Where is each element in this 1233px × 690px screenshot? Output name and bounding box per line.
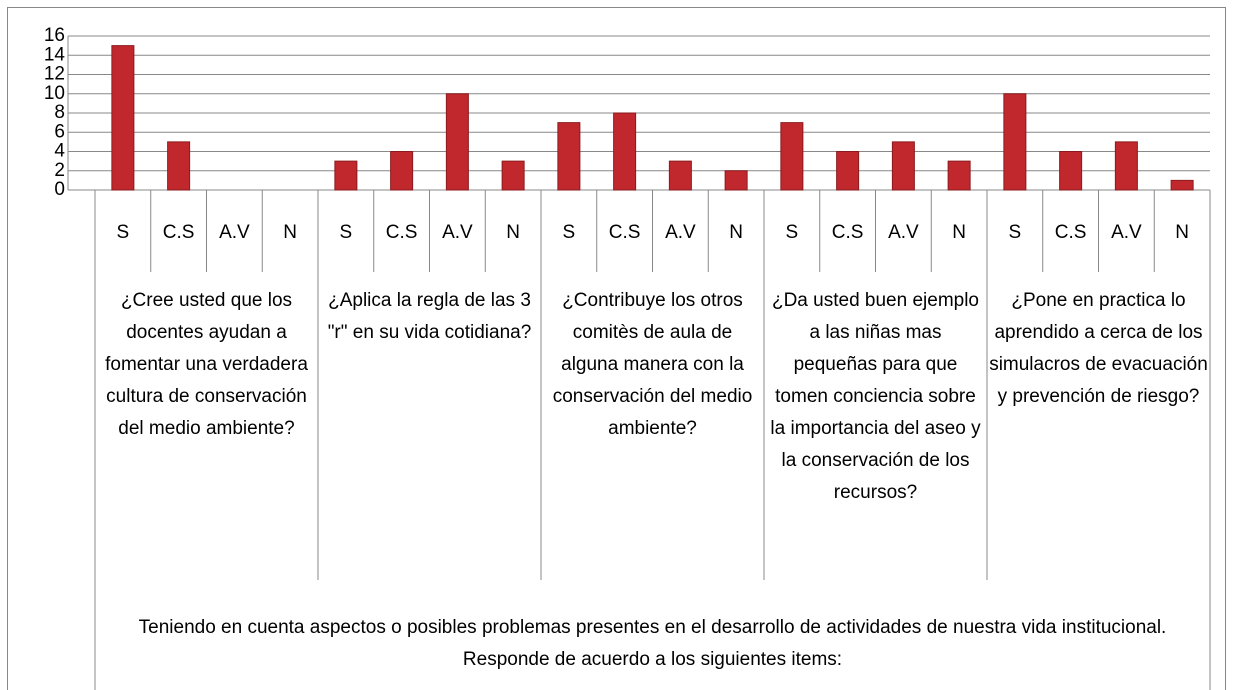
y-tick-label: 0 <box>54 179 65 200</box>
x-tick-label: N <box>283 222 297 243</box>
y-tick-label: 14 <box>44 44 66 65</box>
x-tick-label: C.S <box>163 222 195 243</box>
x-tick-label: C.S <box>1055 222 1087 243</box>
x-tick-label: A.V <box>665 222 696 243</box>
group-label: ¿Aplica la regla de las 3 "r" en su vida… <box>327 290 532 343</box>
group-label: ¿Da usted buen ejemplo a las niñas mas p… <box>770 290 981 503</box>
bar <box>613 112 637 191</box>
bar <box>1059 151 1083 191</box>
bar <box>111 45 135 191</box>
bar <box>780 122 804 191</box>
group-label: ¿Contribuye los otros comitès de aula de… <box>552 290 753 439</box>
x-tick-label: C.S <box>386 222 418 243</box>
y-tick-label: 16 <box>44 25 65 46</box>
y-tick-label: 12 <box>44 64 65 85</box>
bar <box>947 160 971 191</box>
x-tick-label: C.S <box>609 222 641 243</box>
y-tick-label: 4 <box>54 141 65 162</box>
bar <box>891 141 915 191</box>
x-tick-label: S <box>340 222 353 243</box>
x-axis-title: Teniendo en cuenta aspectos o posibles p… <box>138 617 1167 670</box>
x-tick-label: N <box>1175 222 1189 243</box>
bar <box>167 141 191 191</box>
bar <box>557 122 581 191</box>
bar <box>445 93 469 191</box>
bar <box>1114 141 1138 191</box>
group-label: ¿Cree usted que los docentes ayudan a fo… <box>105 290 308 439</box>
chart-border <box>7 7 1226 690</box>
x-tick-label: A.V <box>888 222 919 243</box>
x-tick-label: S <box>786 222 799 243</box>
bar <box>390 151 414 191</box>
x-tick-label: A.V <box>442 222 473 243</box>
bar <box>1003 93 1027 191</box>
x-tick-label: N <box>506 222 520 243</box>
y-tick-label: 8 <box>54 102 65 123</box>
x-tick-label: S <box>563 222 576 243</box>
x-tick-label: C.S <box>832 222 864 243</box>
bar <box>836 151 860 191</box>
y-tick-label: 6 <box>54 121 65 142</box>
x-tick-label: N <box>952 222 966 243</box>
bar <box>1170 179 1194 191</box>
x-tick-label: S <box>117 222 130 243</box>
x-tick-label: A.V <box>219 222 250 243</box>
y-tick-label: 10 <box>44 83 65 104</box>
bar <box>668 160 692 191</box>
y-tick-label: 2 <box>54 160 65 181</box>
bar <box>724 170 748 191</box>
x-tick-label: N <box>729 222 743 243</box>
group-label: ¿Pone en practica lo aprendido a cerca d… <box>989 290 1208 407</box>
x-tick-label: A.V <box>1111 222 1142 243</box>
x-tick-label: S <box>1009 222 1022 243</box>
bar <box>334 160 358 191</box>
bar <box>501 160 525 191</box>
